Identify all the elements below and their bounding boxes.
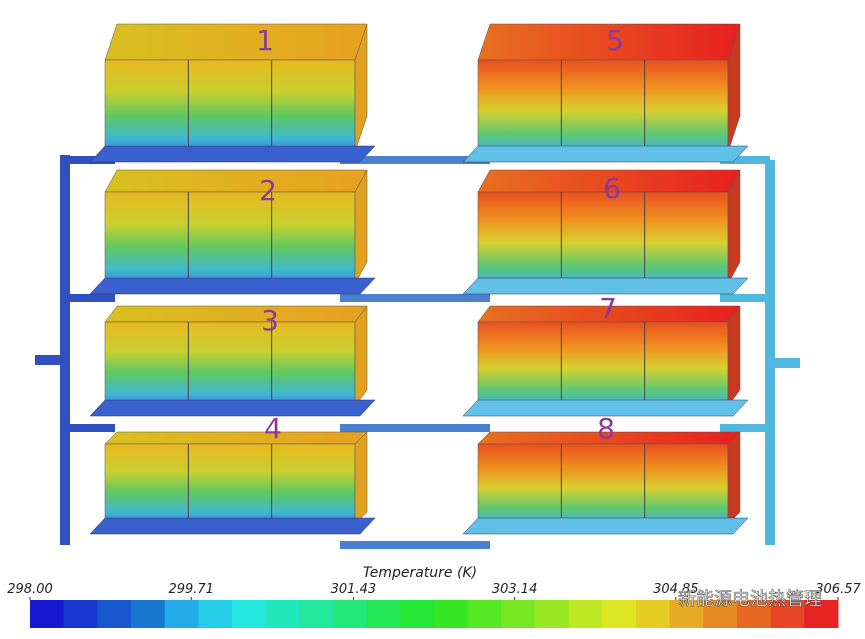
module-label: 1	[256, 24, 274, 57]
pipe	[340, 294, 490, 302]
cooling-plate	[462, 399, 749, 417]
colorbar-step	[434, 600, 469, 628]
pipe	[35, 355, 65, 365]
colorbar-step	[299, 600, 334, 628]
colorbar-step	[467, 600, 502, 628]
pipe	[340, 424, 490, 432]
colorbar-step	[265, 600, 300, 628]
module-top	[104, 23, 368, 61]
colorbar-step	[669, 600, 704, 628]
colorbar-tick-label: 301.43	[331, 582, 377, 597]
cooling-plate	[462, 517, 749, 535]
module-label: 6	[603, 172, 621, 205]
module-front	[477, 443, 729, 525]
colorbar-step	[770, 600, 805, 628]
cooling-plate	[89, 277, 376, 295]
colorbar-step	[501, 600, 536, 628]
colorbar-step	[535, 600, 570, 628]
module-top	[104, 169, 368, 193]
module-front	[104, 59, 356, 153]
module-label: 8	[597, 412, 615, 445]
pipe	[340, 541, 490, 549]
colorbar-step	[333, 600, 368, 628]
colorbar-tick-label: 304.85	[653, 582, 699, 597]
pipe	[340, 156, 490, 164]
colorbar-step	[164, 600, 199, 628]
module-label: 5	[606, 24, 624, 57]
module-side	[354, 23, 368, 153]
colorbar-step	[804, 600, 839, 628]
module-top	[104, 431, 368, 445]
pipe	[765, 160, 775, 545]
cooling-plate	[89, 145, 376, 163]
module-label: 3	[261, 304, 279, 337]
colorbar-step	[131, 600, 166, 628]
module-top	[104, 305, 368, 323]
module-front	[104, 191, 356, 285]
colorbar-step	[198, 600, 233, 628]
cooling-plate	[462, 277, 749, 295]
colorbar-step	[703, 600, 738, 628]
pipe	[720, 424, 770, 432]
colorbar-step	[63, 600, 98, 628]
colorbar-step	[232, 600, 267, 628]
cooling-plate	[462, 145, 749, 163]
module-side	[354, 305, 368, 407]
pipe	[65, 424, 115, 432]
module-front	[477, 321, 729, 407]
colorbar-tick-label: 306.57	[815, 582, 861, 597]
pipe	[720, 156, 770, 164]
module-label: 2	[259, 174, 277, 207]
module-side	[727, 169, 741, 285]
colorbar-step	[602, 600, 637, 628]
pipe	[65, 294, 115, 302]
module-front	[104, 443, 356, 525]
module-side	[354, 169, 368, 285]
module-front	[104, 321, 356, 407]
module-side	[727, 305, 741, 407]
colorbar-title: Temperature (K)	[363, 565, 477, 581]
colorbar-step	[636, 600, 671, 628]
colorbar-step	[568, 600, 603, 628]
pipe	[60, 155, 70, 545]
pipe	[770, 358, 800, 368]
watermark: 新能源电池热管理	[678, 589, 822, 610]
module-side	[727, 431, 741, 525]
module-front	[477, 59, 729, 153]
colorbar-tick-label: 303.14	[492, 582, 538, 597]
module-front	[477, 191, 729, 285]
module-side	[727, 23, 741, 153]
cooling-plate	[89, 399, 376, 417]
colorbar-step	[30, 600, 65, 628]
battery-pack	[35, 23, 800, 549]
colorbar-step	[400, 600, 435, 628]
cooling-plate	[89, 517, 376, 535]
colorbar-tick-label: 298.00	[7, 582, 53, 597]
module-label: 4	[264, 412, 282, 445]
colorbar-step	[366, 600, 401, 628]
pipe	[720, 294, 770, 302]
colorbar: 298.00 299.71 301.43 303.14 304.85 306.57	[7, 582, 861, 628]
module-label: 7	[599, 292, 617, 325]
colorbar-step	[97, 600, 132, 628]
colorbar-step	[737, 600, 772, 628]
colorbar-tick-label: 299.71	[168, 582, 214, 597]
pipe	[65, 156, 115, 164]
module-side	[354, 431, 368, 525]
